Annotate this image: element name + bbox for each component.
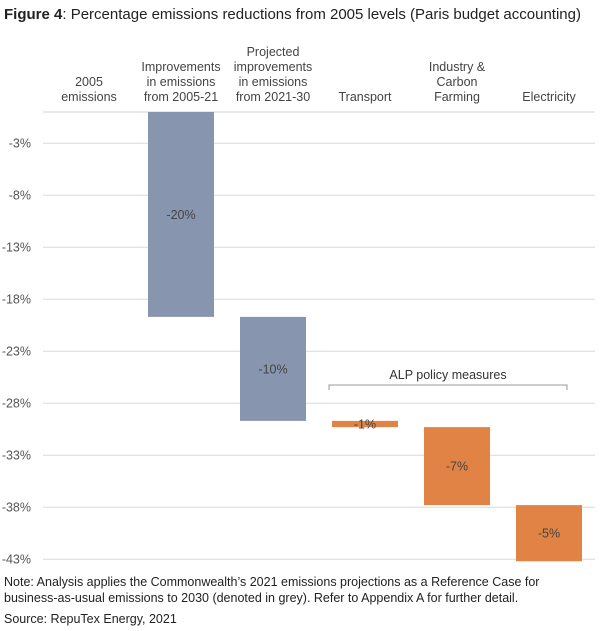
y-tick-label: -38% <box>2 501 31 515</box>
y-tick-label: -23% <box>2 345 31 359</box>
bar <box>148 112 214 317</box>
category-label: Improvements <box>141 60 220 74</box>
y-tick-label: -13% <box>2 241 31 255</box>
data-label: -5% <box>538 527 560 541</box>
figure-title-text: : Percentage emissions reductions from 2… <box>62 6 581 23</box>
y-tick-label: -33% <box>2 449 31 463</box>
source-text: Source: RepuTex Energy, 2021 <box>4 612 177 626</box>
bar <box>516 505 582 562</box>
category-label: Farming <box>434 90 480 104</box>
category-label: from 2005-21 <box>144 90 218 104</box>
y-tick-label: -3% <box>9 137 31 151</box>
category-label: from 2021-30 <box>236 90 310 104</box>
y-tick-label: -43% <box>2 553 31 567</box>
bar <box>240 316 306 421</box>
y-tick-label: -28% <box>2 397 31 411</box>
data-label: -7% <box>446 460 468 474</box>
bar <box>424 427 490 506</box>
y-tick-label: -8% <box>9 189 31 203</box>
category-label: emissions <box>61 90 117 104</box>
note-text: Note: Analysis applies the Commonwealth’… <box>4 575 540 605</box>
data-label: -1% <box>354 418 376 432</box>
bar <box>332 420 398 428</box>
waterfall-chart: -3% -8% -13% -18% -23% -28% -33% -38% -43% 2005em… <box>2 45 595 567</box>
figure-title: Figure 4: Percentage emissions reduction… <box>4 6 581 23</box>
annotation-bracket <box>328 384 568 390</box>
annotation-label: ALP policy measures <box>389 368 506 382</box>
y-tick-label: -18% <box>2 293 31 307</box>
category-label: Industry & <box>429 60 486 74</box>
category-label: Projected <box>247 45 300 59</box>
figure-number: Figure 4 <box>4 6 63 23</box>
data-label: -20% <box>166 208 195 222</box>
category-label: in emissions <box>239 75 308 89</box>
category-label: in emissions <box>147 75 216 89</box>
category-label: Carbon <box>437 75 478 89</box>
category-label: 2005 <box>75 75 103 89</box>
category-label: Electricity <box>522 90 576 104</box>
category-label: improvements <box>234 60 313 74</box>
category-label: Transport <box>338 90 392 104</box>
data-label: -10% <box>258 362 287 376</box>
